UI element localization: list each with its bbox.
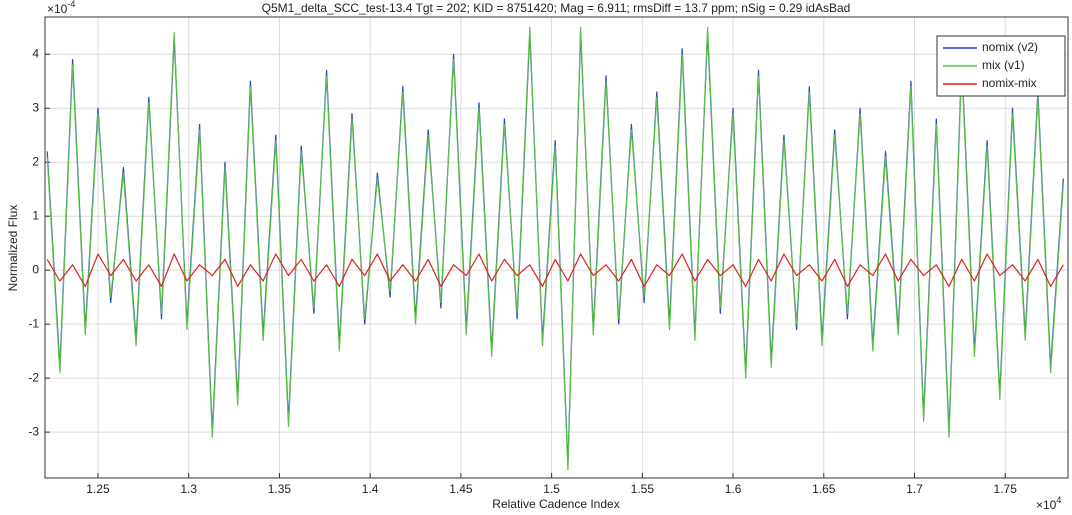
y-tick-label: -3 <box>28 424 39 438</box>
x-tick-label: 1.45 <box>449 482 473 496</box>
y-exponent: ×10-4 <box>47 0 75 16</box>
legend-label: mix (v1) <box>982 58 1025 72</box>
legend-label: nomix-mix <box>982 76 1037 90</box>
chart-title: Q5M1_delta_SCC_test-13.4 Tgt = 202; KID … <box>262 1 851 15</box>
x-tick-label: 1.6 <box>725 482 742 496</box>
y-tick-label: 3 <box>32 100 39 114</box>
x-tick-label: 1.4 <box>362 482 379 496</box>
y-exponent-power: -4 <box>67 0 75 9</box>
x-exponent-power: 4 <box>1056 495 1061 505</box>
x-tick-label: 1.5 <box>543 482 560 496</box>
x-tick-label: 1.25 <box>86 482 110 496</box>
x-tick-label: 1.3 <box>180 482 197 496</box>
x-axis-label: Relative Cadence Index <box>492 497 619 511</box>
plot-lines <box>46 26 1064 471</box>
y-tick-label: 1 <box>32 208 39 222</box>
x-tick-label: 1.55 <box>631 482 655 496</box>
series-line <box>46 26 1064 471</box>
y-tick-label: 4 <box>32 46 39 60</box>
series-line <box>46 253 1064 287</box>
x-tick-label: 1.65 <box>812 482 836 496</box>
plot-area <box>45 17 1068 478</box>
x-exponent: ×104 <box>1036 495 1061 512</box>
y-tick-label: 2 <box>32 154 39 168</box>
y-tick-label: 0 <box>32 262 39 276</box>
x-tick-label: 1.75 <box>994 482 1018 496</box>
y-tick-label: -1 <box>28 316 39 330</box>
legend-label: nomix (v2) <box>982 40 1038 54</box>
x-tick-label: 1.7 <box>906 482 923 496</box>
plot-frame <box>44 16 1069 479</box>
x-exponent-base: ×10 <box>1036 498 1057 512</box>
y-axis-label: Normalized Flux <box>6 205 20 292</box>
y-exponent-base: ×10 <box>47 2 68 16</box>
x-tick-label: 1.35 <box>268 482 292 496</box>
y-tick-label: -2 <box>28 370 39 384</box>
